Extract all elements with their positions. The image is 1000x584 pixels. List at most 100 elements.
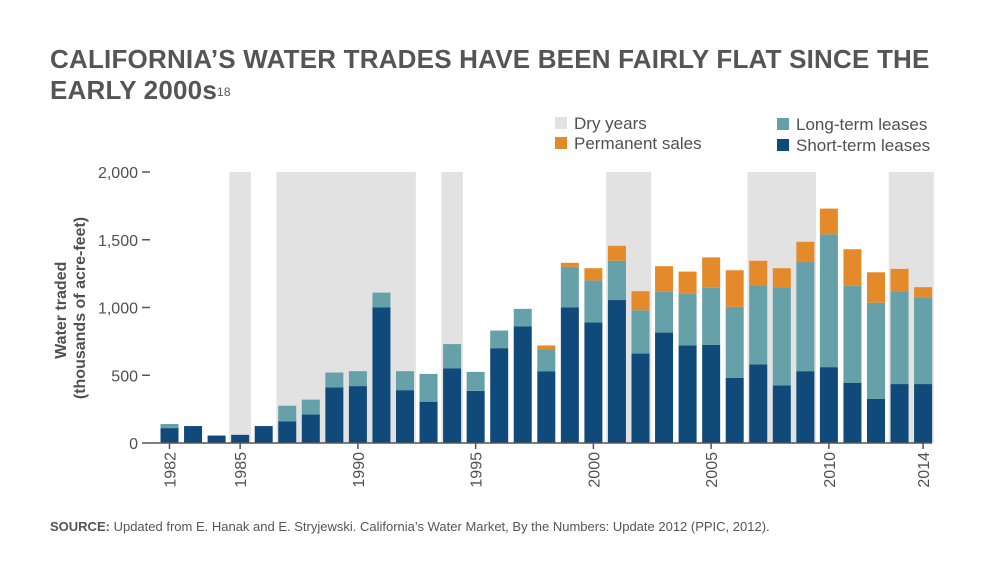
bar-short-term-leases-2007 xyxy=(749,364,768,443)
source-note: SOURCE: Updated from E. Hanak and E. Str… xyxy=(50,519,770,534)
x-tick-label: 1985 xyxy=(233,452,250,488)
bar-long-term-leases-2000 xyxy=(584,280,603,323)
bar-permanent-sales-1998 xyxy=(537,345,556,350)
bar-short-term-leases-1994 xyxy=(443,368,462,443)
bar-permanent-sales-2000 xyxy=(584,268,603,281)
bar-permanent-sales-2014 xyxy=(914,287,933,298)
bar-long-term-leases-1987 xyxy=(278,405,297,422)
bar-short-term-leases-1997 xyxy=(513,326,532,443)
bar-permanent-sales-2005 xyxy=(702,257,721,288)
chart-title: CALIFORNIA’S WATER TRADES HAVE BEEN FAIR… xyxy=(50,44,950,106)
x-tick-label: 2010 xyxy=(822,452,839,488)
dry-year-band xyxy=(276,172,416,443)
y-axis-title: Water traded (thousands of acre-feet) xyxy=(53,217,89,399)
bar-long-term-leases-2014 xyxy=(914,297,933,385)
bar-long-term-leases-1993 xyxy=(419,373,438,402)
legend-label-permanent-sales: Permanent sales xyxy=(574,134,702,153)
axes: 0 500 1,000 1,500 2,000 1982 1985 1990 1995 2000 2… xyxy=(98,165,933,488)
bar-long-term-leases-2010 xyxy=(819,234,838,368)
x-tick-label: 2005 xyxy=(704,452,721,488)
stacked-bars xyxy=(160,208,933,443)
bar-long-term-leases-2011 xyxy=(843,285,862,383)
bar-long-term-leases-2003 xyxy=(655,291,674,333)
bar-short-term-leases-1999 xyxy=(560,307,579,443)
bar-permanent-sales-2012 xyxy=(867,272,885,303)
title-footnote: 18 xyxy=(217,85,231,99)
bar-short-term-leases-1992 xyxy=(396,390,414,443)
bar-short-term-leases-2008 xyxy=(772,385,791,443)
legend-label-long-term-leases: Long-term leases xyxy=(796,115,927,134)
source-label: SOURCE: xyxy=(50,519,110,534)
bar-short-term-leases-1989 xyxy=(325,387,344,443)
bar-long-term-leases-1998 xyxy=(537,349,556,372)
bar-short-term-leases-2010 xyxy=(819,367,838,443)
bar-short-term-leases-2002 xyxy=(631,353,650,443)
bar-short-term-leases-1990 xyxy=(348,386,367,443)
bar-long-term-leases-1991 xyxy=(372,292,391,308)
bar-short-term-leases-2014 xyxy=(914,384,933,443)
bar-permanent-sales-1999 xyxy=(560,262,579,267)
y-axis-title-line-1: Water traded xyxy=(53,262,70,359)
bar-short-term-leases-1985 xyxy=(231,434,250,443)
bar-long-term-leases-2001 xyxy=(607,260,626,301)
bar-short-term-leases-1984 xyxy=(207,435,226,443)
bar-short-term-leases-2006 xyxy=(725,377,744,443)
legend-label-dry-years: Dry years xyxy=(574,114,647,133)
legend-label-short-term-leases: Short-term leases xyxy=(796,136,930,155)
x-tick-label: 1995 xyxy=(469,452,486,488)
bar-short-term-leases-1996 xyxy=(490,348,509,443)
bar-short-term-leases-2012 xyxy=(867,398,885,443)
y-tick-label: 0 xyxy=(129,436,138,453)
bar-short-term-leases-1991 xyxy=(372,307,391,443)
bar-short-term-leases-1988 xyxy=(301,414,320,443)
bar-permanent-sales-2002 xyxy=(631,291,650,311)
bar-long-term-leases-2008 xyxy=(772,287,791,386)
bar-long-term-leases-1990 xyxy=(348,371,367,387)
bar-short-term-leases-2000 xyxy=(584,322,603,443)
bar-long-term-leases-1994 xyxy=(443,344,462,369)
bar-short-term-leases-2003 xyxy=(655,332,674,443)
chart-title-text: CALIFORNIA’S WATER TRADES HAVE BEEN FAIR… xyxy=(50,44,930,105)
bar-permanent-sales-2006 xyxy=(725,270,744,307)
bar-long-term-leases-2006 xyxy=(725,306,744,378)
bar-long-term-leases-1988 xyxy=(301,399,320,415)
bar-long-term-leases-1982 xyxy=(160,424,179,429)
legend-swatch-short-term-leases xyxy=(777,139,789,151)
y-tick-label: 500 xyxy=(111,368,138,385)
bar-long-term-leases-2012 xyxy=(867,302,885,399)
bar-long-term-leases-2005 xyxy=(702,287,721,345)
bar-permanent-sales-2013 xyxy=(890,268,909,292)
x-tick-label: 1982 xyxy=(163,452,180,488)
legend-swatch-long-term-leases xyxy=(777,118,789,130)
bar-short-term-leases-1982 xyxy=(160,428,179,443)
bar-long-term-leases-1997 xyxy=(513,308,532,327)
bar-long-term-leases-2009 xyxy=(796,262,815,372)
bar-long-term-leases-1996 xyxy=(490,330,509,349)
bar-long-term-leases-1989 xyxy=(325,372,344,388)
bar-short-term-leases-2011 xyxy=(843,382,862,443)
y-tick-label: 1,000 xyxy=(98,301,138,318)
y-tick-label: 1,500 xyxy=(98,233,138,250)
x-tick-label: 2014 xyxy=(916,452,933,488)
bar-short-term-leases-1983 xyxy=(184,426,203,443)
bar-permanent-sales-2001 xyxy=(607,245,626,261)
bar-short-term-leases-2005 xyxy=(702,344,721,443)
bar-permanent-sales-2011 xyxy=(843,249,862,286)
bar-long-term-leases-1995 xyxy=(466,371,485,391)
bar-short-term-leases-2013 xyxy=(890,384,909,443)
bar-permanent-sales-2008 xyxy=(772,268,791,288)
bar-short-term-leases-1986 xyxy=(254,426,273,443)
legend-swatch-dry-years xyxy=(555,117,567,129)
bar-short-term-leases-2001 xyxy=(607,300,626,443)
bar-short-term-leases-1987 xyxy=(278,421,297,443)
dry-year-band xyxy=(229,172,251,443)
bar-short-term-leases-2009 xyxy=(796,371,815,443)
bar-long-term-leases-1992 xyxy=(396,371,414,391)
bar-long-term-leases-2007 xyxy=(749,285,768,365)
bar-short-term-leases-1993 xyxy=(419,401,438,443)
y-tick-label: 2,000 xyxy=(98,165,138,182)
legend-swatch-permanent-sales xyxy=(555,137,567,149)
bar-permanent-sales-2007 xyxy=(749,260,768,286)
